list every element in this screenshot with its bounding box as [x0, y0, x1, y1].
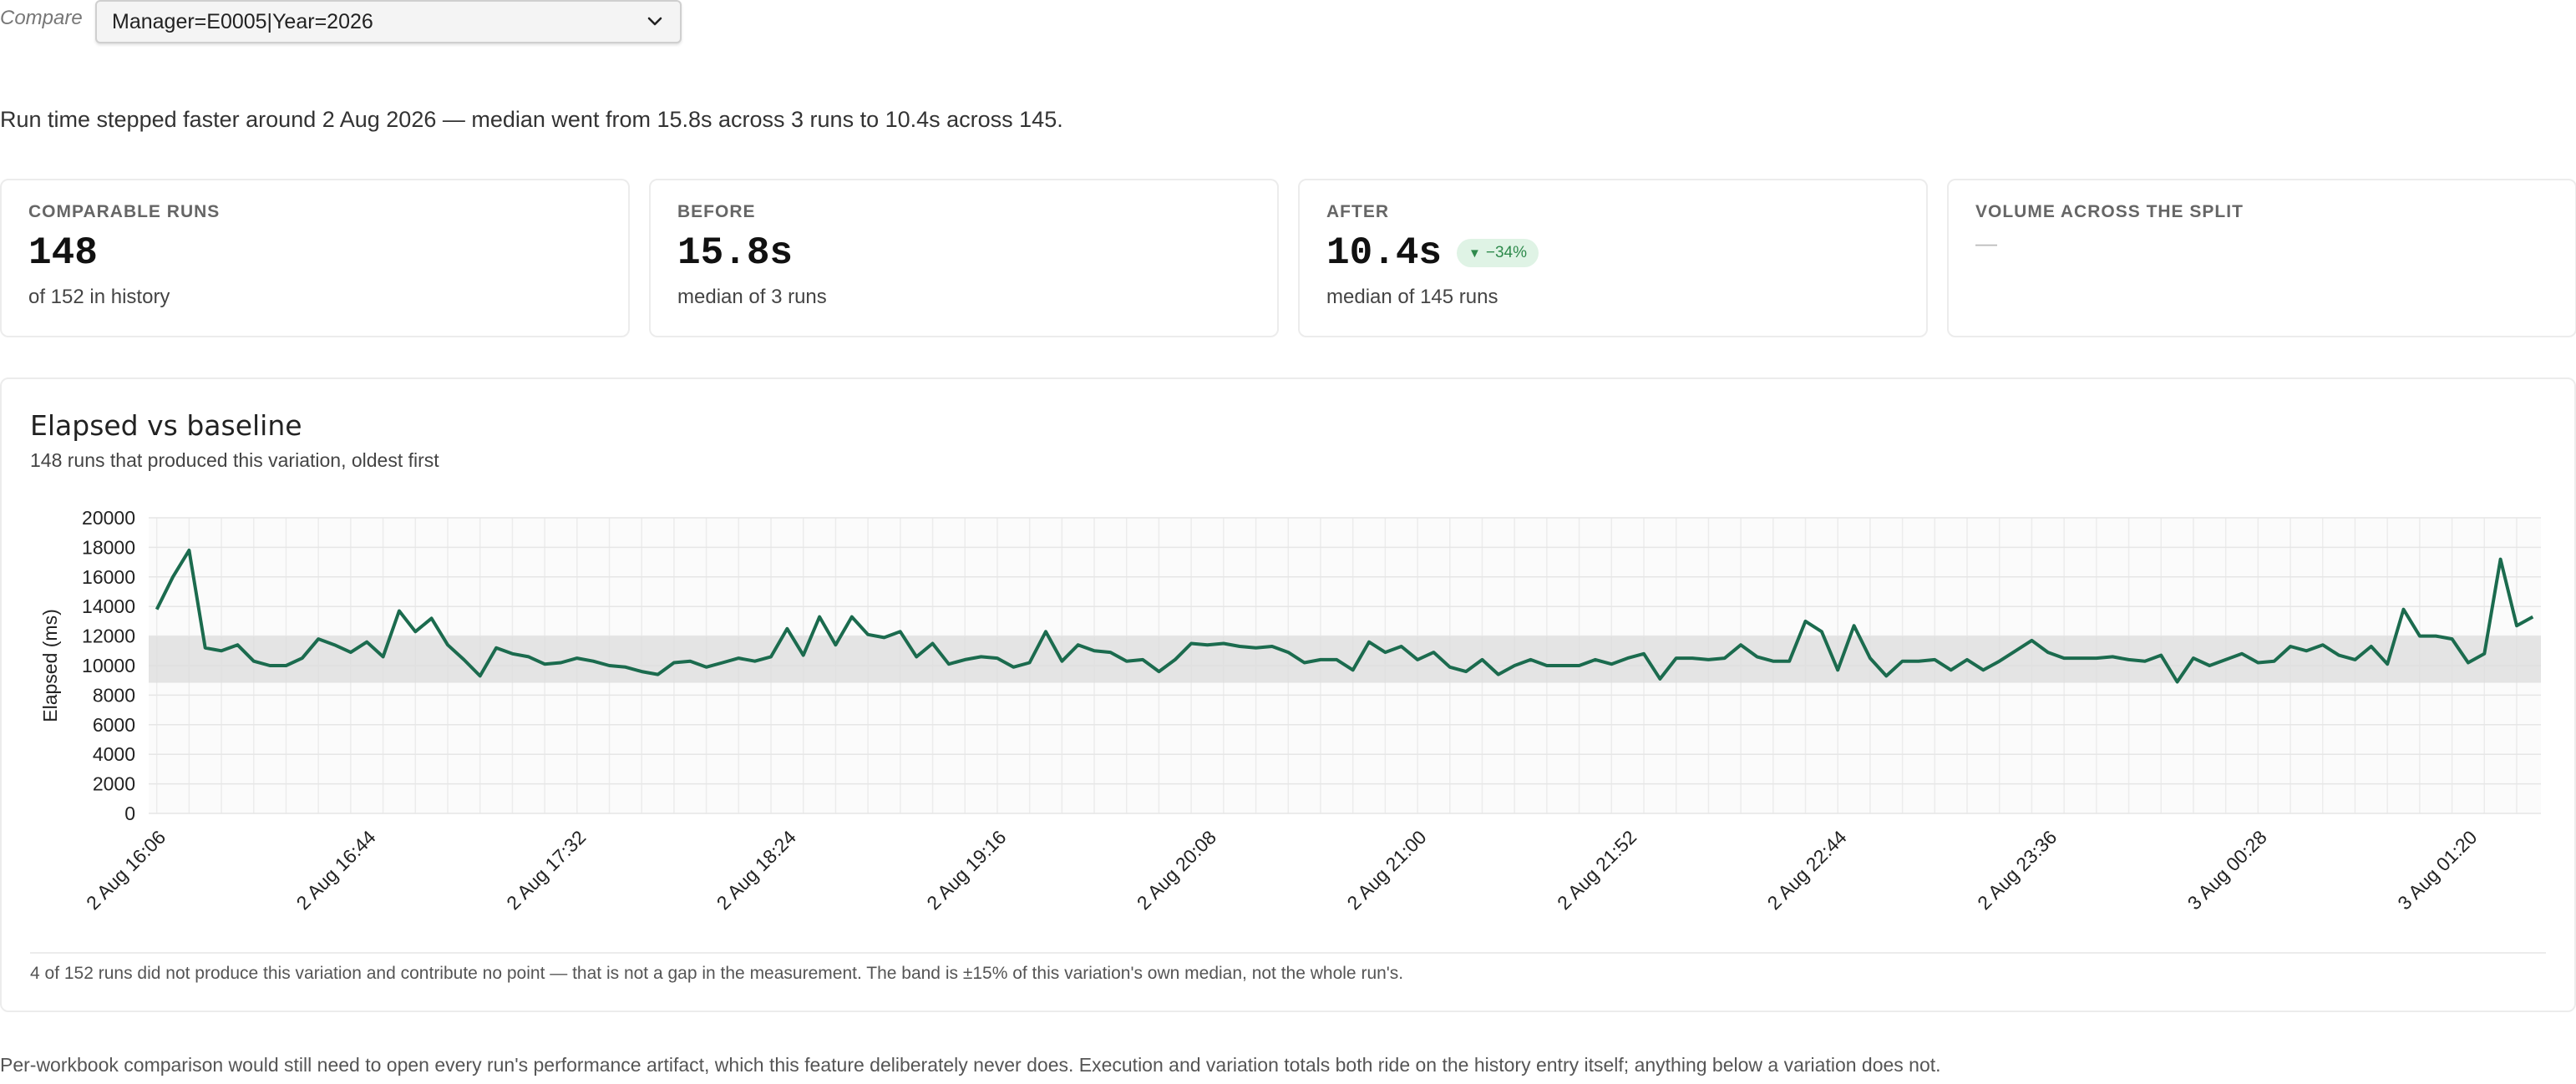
- y-tick-label: 20000: [82, 507, 135, 529]
- elapsed-chart: 0 2000 4000 6000 8000 10000 12000 14000 16000 180…: [39, 507, 2541, 914]
- card-sub: median of 145 runs: [1326, 286, 1498, 308]
- x-tick-label: 2 Aug 21:00: [1342, 826, 1430, 914]
- x-tick-label: 2 Aug 18:24: [712, 826, 800, 914]
- x-tick-label: 2 Aug 16:06: [82, 826, 170, 914]
- bottom-note: Per-workbook comparison would still need…: [0, 1054, 1941, 1076]
- y-tick-label: 2000: [93, 773, 135, 795]
- y-tick-label: 4000: [93, 743, 135, 765]
- card-value: 148: [28, 231, 98, 275]
- card-label: VOLUME ACROSS THE SPLIT: [1975, 202, 2244, 221]
- y-tick-label: 6000: [93, 714, 135, 736]
- x-tick-label: 2 Aug 23:36: [1973, 826, 2061, 914]
- card-label: BEFORE: [677, 202, 756, 221]
- compare-selected-value: Manager=E0005|Year=2026: [112, 9, 373, 33]
- y-tick-label: 10000: [82, 655, 135, 676]
- x-tick-label: 2 Aug 19:16: [922, 826, 1010, 914]
- card-volume: VOLUME ACROSS THE SPLIT —: [1947, 179, 2576, 337]
- compare-dropdown[interactable]: Manager=E0005|Year=2026: [95, 0, 682, 43]
- card-value: 10.4s: [1326, 231, 1443, 275]
- x-tick-label: 2 Aug 21:52: [1553, 826, 1640, 914]
- summary-text: Run time stepped faster around 2 Aug 202…: [0, 107, 1063, 132]
- chart-card: Elapsed vs baseline 148 runs that produc…: [0, 377, 2576, 1012]
- x-tick-label: 2 Aug 16:44: [292, 826, 380, 914]
- card-comparable-runs: COMPARABLE RUNS 148 of 152 in history: [0, 179, 630, 337]
- card-value: 15.8s: [677, 231, 794, 275]
- elapsed-series-line: [155, 548, 2534, 684]
- chart-subtitle: 148 runs that produced this variation, o…: [30, 449, 439, 471]
- x-tick-label: 3 Aug 01:20: [2393, 826, 2481, 914]
- x-tick-label: 2 Aug 17:32: [502, 826, 590, 914]
- y-axis-label: Elapsed (ms): [39, 609, 61, 722]
- chart-title: Elapsed vs baseline: [30, 409, 302, 442]
- chevron-down-icon: [647, 17, 662, 26]
- chart-footnote: 4 of 152 runs did not produce this varia…: [30, 964, 1404, 983]
- card-value: —: [1975, 230, 1997, 256]
- change-badge-text: −34%: [1485, 244, 1528, 261]
- compare-label: Compare: [0, 7, 83, 29]
- change-badge: ▼ −34%: [1457, 239, 1539, 267]
- card-sub: median of 3 runs: [677, 286, 827, 308]
- card-after: AFTER 10.4s ▼ −34% median of 145 runs: [1298, 179, 1928, 337]
- divider: [30, 952, 2546, 954]
- card-value-row: 10.4s ▼ −34%: [1326, 229, 1899, 277]
- y-tick-label: 12000: [82, 626, 135, 647]
- x-tick-label: 2 Aug 20:08: [1133, 826, 1220, 914]
- card-before: BEFORE 15.8s median of 3 runs: [649, 179, 1279, 337]
- y-tick-label: 16000: [82, 566, 135, 588]
- y-tick-label: 14000: [82, 595, 135, 617]
- card-label: COMPARABLE RUNS: [28, 202, 221, 221]
- y-tick-label: 18000: [82, 536, 135, 558]
- stat-cards: COMPARABLE RUNS 148 of 152 in history BE…: [0, 179, 2576, 337]
- card-sub: of 152 in history: [28, 286, 170, 308]
- down-triangle-icon: ▼: [1468, 246, 1481, 261]
- y-tick-label: 0: [124, 803, 135, 824]
- x-tick-label: 2 Aug 22:44: [1763, 826, 1851, 914]
- card-label: AFTER: [1326, 202, 1389, 221]
- y-tick-label: 8000: [93, 684, 135, 706]
- x-tick-label: 3 Aug 00:28: [2183, 826, 2271, 914]
